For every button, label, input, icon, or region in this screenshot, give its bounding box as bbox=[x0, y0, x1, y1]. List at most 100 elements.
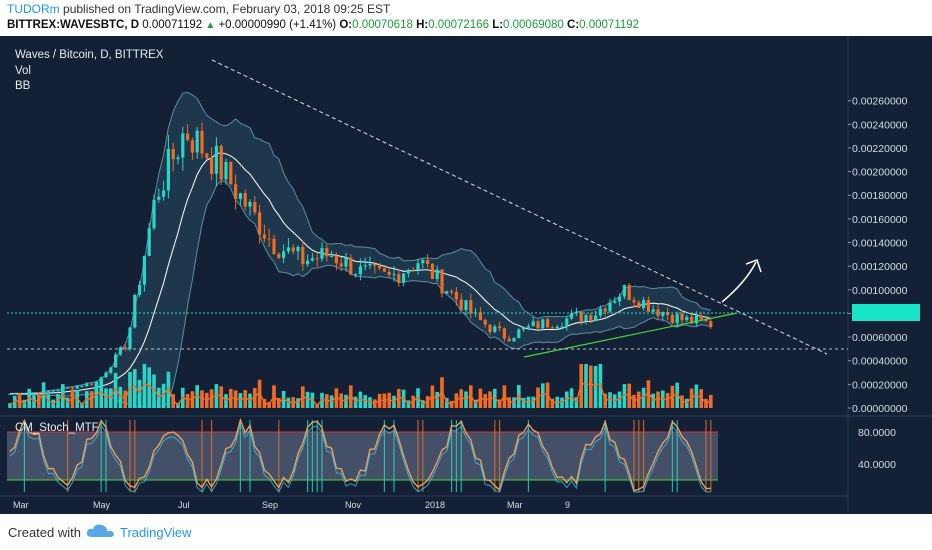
candle-body bbox=[690, 316, 694, 324]
price-tick-label: 0.00060000 bbox=[852, 332, 908, 344]
author-link[interactable]: TUDORm bbox=[7, 2, 60, 16]
candle-body bbox=[262, 234, 266, 239]
tradingview-brand[interactable]: TradingView bbox=[120, 525, 192, 540]
candle-body bbox=[13, 393, 17, 395]
descending-trendline bbox=[211, 59, 828, 355]
candle-body bbox=[603, 308, 607, 312]
candle-body bbox=[138, 284, 142, 295]
candle-body bbox=[637, 302, 641, 308]
candle-body bbox=[454, 291, 458, 300]
candle-body bbox=[296, 246, 300, 252]
candle-body bbox=[152, 199, 156, 229]
volume-bar bbox=[123, 390, 127, 408]
time-tick-label: Mar bbox=[13, 500, 29, 510]
candle-body bbox=[488, 324, 492, 332]
volume-bar bbox=[253, 387, 257, 408]
candle-body bbox=[709, 321, 713, 327]
candle-body bbox=[80, 386, 84, 388]
candle-body bbox=[142, 255, 146, 285]
candle-body bbox=[387, 271, 391, 275]
candle-body bbox=[589, 315, 593, 321]
created-with-text: Created with bbox=[8, 525, 81, 540]
candle-body bbox=[363, 265, 367, 267]
close-label: C: bbox=[567, 19, 580, 31]
candle-body bbox=[354, 274, 358, 276]
candle-body bbox=[109, 367, 113, 373]
candle-body bbox=[286, 247, 290, 252]
candle-body bbox=[675, 313, 679, 323]
candle-body bbox=[310, 258, 314, 261]
candle-body bbox=[214, 145, 218, 174]
time-tick-label: Mar bbox=[507, 500, 523, 510]
volume-bar bbox=[233, 390, 238, 408]
volume-bar bbox=[190, 391, 195, 408]
volume-bar bbox=[608, 392, 612, 408]
candle-body bbox=[536, 321, 540, 329]
stoch-tick-label: 40.0000 bbox=[858, 459, 896, 471]
bb-legend[interactable]: BB bbox=[15, 80, 31, 92]
volume-bar bbox=[397, 388, 401, 408]
volume-bar bbox=[656, 391, 660, 408]
candle-body bbox=[282, 251, 286, 258]
candle-body bbox=[339, 263, 343, 267]
candle-body bbox=[498, 326, 502, 329]
candle-body bbox=[18, 393, 22, 395]
close-value: 0.00071192 bbox=[579, 19, 640, 31]
volume-bar bbox=[589, 365, 593, 408]
volume-bar bbox=[128, 371, 132, 408]
candle-body bbox=[171, 148, 175, 160]
volume-bar bbox=[104, 388, 108, 408]
volume-bar bbox=[622, 384, 627, 408]
price-change: +0.00000990 (+1.41%) bbox=[218, 19, 337, 31]
footer: Created with TradingView bbox=[0, 514, 932, 550]
candle-body bbox=[181, 133, 185, 158]
volume-bar bbox=[41, 382, 46, 408]
time-tick-label: 9 bbox=[565, 500, 570, 510]
candle-body bbox=[579, 312, 583, 322]
vol-legend[interactable]: Vol bbox=[15, 65, 31, 77]
volume-bar bbox=[205, 392, 209, 408]
candle-body bbox=[186, 133, 190, 141]
volume-bar bbox=[603, 393, 607, 408]
candle-body bbox=[330, 256, 334, 258]
ohlc-header: BITTREX:WAVESBTC, D 0.00071192 ▲ +0.0000… bbox=[7, 19, 639, 31]
arrow-head-icon bbox=[745, 259, 762, 273]
candle-body bbox=[133, 294, 137, 328]
volume-bar bbox=[243, 390, 247, 408]
candle-body bbox=[147, 228, 151, 256]
candle-body bbox=[512, 338, 516, 342]
candle-body bbox=[315, 258, 319, 260]
volume-bar bbox=[89, 391, 94, 408]
price-tick-label: 0.00260000 bbox=[852, 96, 908, 108]
price-tick-label: 0.00120000 bbox=[852, 261, 908, 273]
candle-body bbox=[291, 247, 295, 252]
volume-bar bbox=[152, 374, 156, 408]
candle-body bbox=[546, 319, 550, 328]
candle-body bbox=[128, 327, 132, 349]
candle-body bbox=[205, 153, 209, 159]
volume-bar bbox=[641, 387, 646, 408]
volume-bar bbox=[430, 385, 435, 408]
candle-body bbox=[565, 318, 569, 327]
candle-body bbox=[435, 269, 439, 280]
candle-body bbox=[642, 300, 646, 308]
chart-area[interactable]: 0.00260000 0.00240000 0.00220000 0.00200000… bbox=[0, 36, 932, 514]
candle-body bbox=[349, 257, 353, 275]
price-chart-svg[interactable]: 0.00260000 0.00240000 0.00220000 0.00200000… bbox=[0, 36, 932, 514]
stoch-legend[interactable]: CM_Stoch_MTF bbox=[15, 422, 99, 434]
volume-bar bbox=[133, 369, 137, 408]
volume-bar bbox=[147, 367, 151, 408]
volume-bar bbox=[8, 403, 12, 408]
candle-body bbox=[253, 202, 257, 213]
candle-body bbox=[541, 319, 545, 329]
volume-bar bbox=[670, 385, 675, 408]
cloud-logo-icon bbox=[86, 524, 114, 537]
volume-bar bbox=[694, 384, 699, 408]
candle-body bbox=[661, 312, 665, 316]
chart-title: Waves / Bitcoin, D, BITTREX bbox=[15, 49, 164, 61]
candle-body bbox=[301, 246, 305, 265]
low-label: L: bbox=[492, 19, 504, 31]
candle-body bbox=[229, 161, 233, 185]
candle-body bbox=[699, 315, 703, 320]
